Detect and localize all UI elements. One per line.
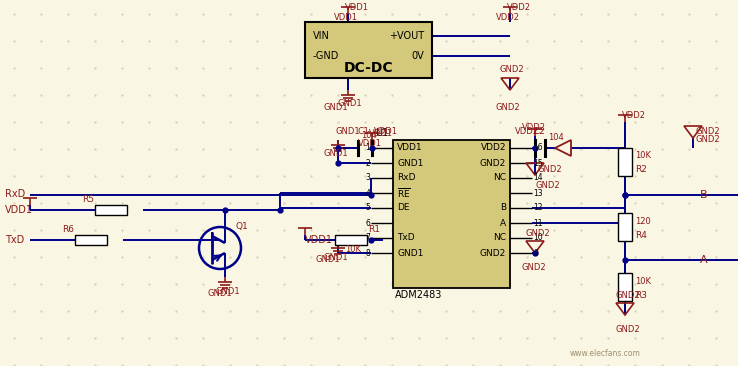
Text: VDD1: VDD1 <box>369 130 393 138</box>
Text: C1: C1 <box>358 127 370 137</box>
Text: GND1: GND1 <box>215 287 240 295</box>
Text: 16: 16 <box>533 143 542 153</box>
Text: B: B <box>500 203 506 213</box>
Text: GND1: GND1 <box>397 249 424 258</box>
Text: VDD1: VDD1 <box>334 12 358 22</box>
Text: 10K: 10K <box>635 152 651 161</box>
Text: VDD1: VDD1 <box>345 4 369 12</box>
Text: 12: 12 <box>533 203 542 213</box>
Text: 120: 120 <box>635 217 651 225</box>
Text: VDD2: VDD2 <box>480 143 506 153</box>
Text: GND1: GND1 <box>338 100 362 108</box>
Text: GND2: GND2 <box>695 135 720 145</box>
Text: VDD1: VDD1 <box>374 127 398 137</box>
Text: VDD2: VDD2 <box>622 112 646 120</box>
Text: TxD: TxD <box>397 234 415 243</box>
Text: GND2: GND2 <box>696 127 720 137</box>
Text: 104: 104 <box>548 134 564 142</box>
Text: GND2: GND2 <box>496 104 520 112</box>
Text: VDD2: VDD2 <box>496 12 520 22</box>
Bar <box>393 140 510 288</box>
Text: VIN: VIN <box>313 31 330 41</box>
Bar <box>95 205 127 215</box>
Text: R1: R1 <box>368 225 380 235</box>
Text: NC: NC <box>493 173 506 183</box>
Text: 10K: 10K <box>635 276 651 285</box>
Text: C2: C2 <box>534 127 546 137</box>
Text: 2: 2 <box>365 158 370 168</box>
Text: GND2: GND2 <box>525 228 550 238</box>
Text: GND1: GND1 <box>324 253 348 261</box>
Text: GND1: GND1 <box>397 158 424 168</box>
Text: R2: R2 <box>635 165 647 175</box>
Text: -GND: -GND <box>313 51 339 61</box>
Text: VDD1: VDD1 <box>358 138 382 147</box>
Text: GND1: GND1 <box>335 127 359 137</box>
Text: GND1: GND1 <box>208 290 232 299</box>
Text: 0V: 0V <box>411 51 424 61</box>
Text: 7: 7 <box>365 234 370 243</box>
Text: GND2: GND2 <box>522 264 547 273</box>
Text: U1: U1 <box>375 128 388 138</box>
Text: VDD1: VDD1 <box>5 205 33 215</box>
Text: GND1: GND1 <box>316 255 341 265</box>
Bar <box>618 273 632 301</box>
Text: R6: R6 <box>62 225 74 235</box>
Text: TxD: TxD <box>5 235 24 245</box>
Text: 9: 9 <box>533 249 538 258</box>
Text: R5: R5 <box>82 195 94 205</box>
Text: GND2: GND2 <box>536 180 561 190</box>
Text: VDD1: VDD1 <box>305 235 333 245</box>
Text: GND2: GND2 <box>480 249 506 258</box>
Text: GND1: GND1 <box>324 102 348 112</box>
Text: www.elecfans.com: www.elecfans.com <box>570 348 641 358</box>
Text: NC: NC <box>493 234 506 243</box>
Text: 5: 5 <box>365 203 370 213</box>
Text: 11: 11 <box>533 219 542 228</box>
Text: DC-DC: DC-DC <box>344 61 393 75</box>
Text: 14: 14 <box>533 173 542 183</box>
Text: 13: 13 <box>533 188 542 198</box>
Bar <box>335 235 367 245</box>
Text: +VOUT: +VOUT <box>389 31 424 41</box>
Text: 3: 3 <box>365 173 370 183</box>
Bar <box>305 22 432 78</box>
Text: VDD2: VDD2 <box>515 127 539 137</box>
Text: R3: R3 <box>635 291 647 299</box>
Text: A: A <box>700 255 708 265</box>
Text: VDD2: VDD2 <box>507 4 531 12</box>
Text: ADM2483: ADM2483 <box>395 290 442 300</box>
Bar <box>618 148 632 176</box>
Text: GND2: GND2 <box>615 325 640 335</box>
Text: GND2: GND2 <box>538 164 562 173</box>
Text: 1: 1 <box>365 143 370 153</box>
Text: 10: 10 <box>533 234 542 243</box>
Text: GND2: GND2 <box>615 291 640 299</box>
Text: R4: R4 <box>635 231 647 239</box>
Text: 8: 8 <box>365 249 370 258</box>
Text: 104: 104 <box>361 131 377 141</box>
Text: 4: 4 <box>365 188 370 198</box>
Text: 15: 15 <box>533 158 542 168</box>
Text: GND2: GND2 <box>500 66 525 75</box>
Bar <box>75 235 107 245</box>
Text: VDD2: VDD2 <box>522 123 546 132</box>
Text: Q1: Q1 <box>235 221 248 231</box>
Text: DE: DE <box>397 203 410 213</box>
Text: GND2: GND2 <box>480 158 506 168</box>
Text: VDD1: VDD1 <box>397 143 423 153</box>
Bar <box>618 213 632 241</box>
Text: $\overline{\rm RE}$: $\overline{\rm RE}$ <box>397 186 411 200</box>
Text: 10K: 10K <box>345 244 361 254</box>
Text: RxD: RxD <box>397 173 415 183</box>
Text: GND1: GND1 <box>324 149 348 158</box>
Text: RxD: RxD <box>5 189 25 199</box>
Text: 6: 6 <box>365 219 370 228</box>
Text: A: A <box>500 219 506 228</box>
Text: B: B <box>700 190 708 200</box>
